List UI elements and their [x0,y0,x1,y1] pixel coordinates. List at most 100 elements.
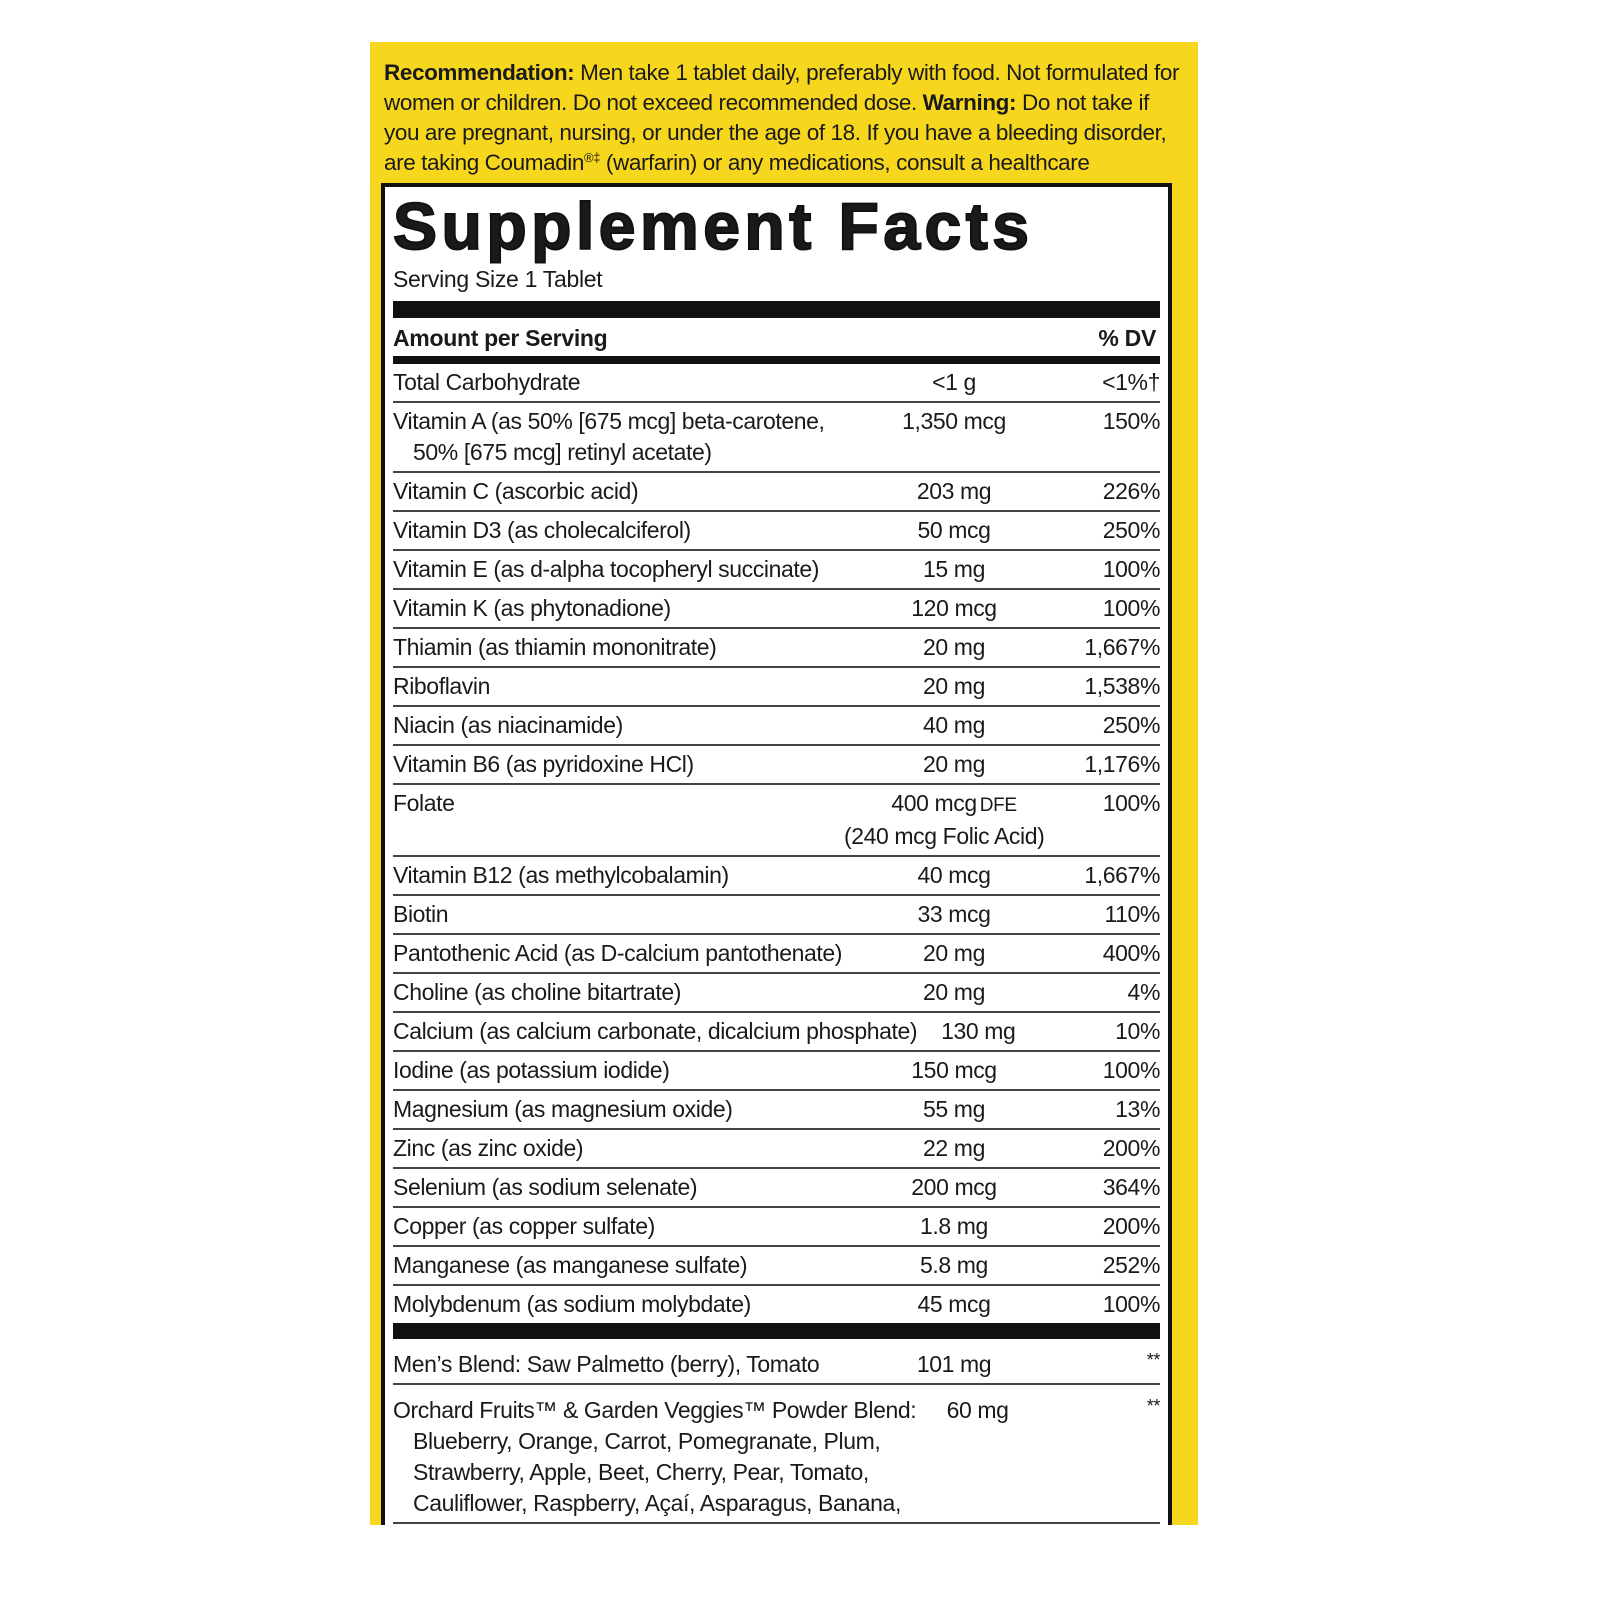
nutrient-name: Calcium (as calcium carbonate, dicalcium… [393,1018,918,1044]
nutrient-name: Vitamin A (as 50% [675 mcg] beta-caroten… [393,408,825,434]
daily-value: 250% [1102,712,1161,738]
nutrient-row: Thiamin (as thiamin mononitrate) 20 mg 1,6… [393,629,1160,668]
dv-cell: 100% [1040,1289,1161,1320]
nutrient-row: Vitamin E (as d-alpha tocopheryl succina… [393,551,1160,590]
nutrient-name-cell: Choline (as choline bitartrate) [393,977,884,1008]
nutrient-name-cell: Copper (as copper sulfate) [393,1211,884,1242]
daily-value: 1,667% [1084,634,1160,660]
amount-line: 40 mcg [884,860,1024,891]
daily-value: 13% [1115,1096,1160,1122]
daily-value: 110% [1104,901,1160,927]
nutrient-name: Vitamin K (as phytonadione) [393,595,671,621]
amount: 40 mcg [917,862,991,888]
nutrient-name-cell: Molybdenum (as sodium molybdate) [393,1289,884,1320]
nutrient-name: Copper (as copper sulfate) [393,1213,655,1239]
amount-cell: 5.8 mg [884,1250,1024,1281]
recommendation-text: Men take 1 tablet daily, preferably with… [384,60,1180,115]
amount-line: 15 mg [884,554,1024,585]
daily-value: 150% [1102,408,1161,434]
amount: 55 mg [923,1096,985,1122]
amount-line: 1.8 mg [884,1211,1024,1242]
nutrient-row: Vitamin K (as phytonadione) 120 mcg 100% [393,590,1160,629]
dv-cell: 226% [1040,476,1161,507]
dv-cell: 400% [1040,938,1161,969]
dv-cell: 1,667% [1040,632,1160,663]
nutrient-row: Riboflavin 20 mg 1,538% [393,668,1160,707]
nutrient-name-cell: Iodine (as potassium iodide) [393,1055,884,1086]
nutrient-name-cell: Men’s Blend: Saw Palmetto (berry), Tomat… [393,1349,884,1380]
amount: 5.8 mg [920,1252,988,1278]
amount-cell: 40 mcg [884,860,1024,891]
nutrient-name-cell: Folate [393,788,884,852]
nutrient-name-cell: Vitamin B6 (as pyridoxine HCl) [393,749,884,780]
daily-value: 400% [1102,940,1161,966]
blend-ingredients: Blueberry, Orange, Carrot, Pomegranate, … [413,1428,881,1454]
daily-value: <1%† [1102,369,1160,395]
amount-detail: (240 mcg Folic Acid) [844,823,1045,849]
nutrient-name: Thiamin (as thiamin mononitrate) [393,634,717,660]
amount-cell: 20 mg [884,632,1024,663]
amount: 130 mg [941,1018,1016,1044]
nutrient-name-cell: Pantothenic Acid (as D-calcium pantothen… [393,938,884,969]
dv-cell: ** [1055,1395,1161,1519]
amount-cell: 15 mg [884,554,1024,585]
nutrient-name: Manganese (as manganese sulfate) [393,1252,748,1278]
amount-cell: 20 mg [884,671,1024,702]
amount-cell: 400 mcg DFE (240 mcg Folic Acid) [844,788,1045,852]
amount-cell: 20 mg [884,749,1024,780]
amount: 15 mg [923,556,985,582]
thick-rule [393,301,1160,318]
warning-text-1: Do not take if you are pregnant, nursing… [384,90,1167,175]
nutrient-name: Total Carbohydrate [393,369,581,395]
amount-line: 101 mg [884,1349,1024,1380]
daily-value: 1,538% [1084,673,1160,699]
amount: 20 mg [923,673,985,699]
nutrient-name: Zinc (as zinc oxide) [393,1135,584,1161]
blend-rows: Men’s Blend: Saw Palmetto (berry), Tomat… [393,1339,1160,1524]
nutrient-row: Selenium (as sodium selenate) 200 mcg 364% [393,1169,1160,1208]
nutrient-name: Orchard Fruits™ & Garden Veggies™ Powder… [393,1397,917,1423]
header-rule [393,356,1160,364]
nutrient-row: Magnesium (as magnesium oxide) 55 mg 13% [393,1091,1160,1130]
amount-cell: 200 mcg [884,1172,1024,1203]
amount: 50 mcg [917,517,991,543]
nutrient-name-cell: Biotin [393,899,884,930]
amount: 22 mg [923,1135,985,1161]
nutrient-detail: 50% [675 mcg] retinyl acetate) [413,439,712,465]
daily-value: 100% [1102,556,1161,582]
amount-cell: 20 mg [884,938,1024,969]
amount-line: 5.8 mg [884,1250,1024,1281]
dv-cell: 252% [1040,1250,1161,1281]
amount: 1.8 mg [920,1213,988,1239]
amount-cell: 22 mg [884,1133,1024,1164]
dv-cell: 100% [1040,1055,1161,1086]
blend-row: Orchard Fruits™ & Garden Veggies™ Powder… [393,1385,1160,1524]
nutrient-row: Molybdenum (as sodium molybdate) 45 mcg 10… [393,1286,1160,1323]
amount: 60 mg [946,1397,1009,1423]
amount: 1,350 mcg [902,408,1006,434]
amount-line: 55 mg [884,1094,1024,1125]
daily-value: 226% [1102,478,1161,504]
blend-ingredients: Strawberry, Apple, Beet, Cherry, Pear, T… [413,1459,869,1485]
dv-cell: 1,538% [1040,671,1160,702]
daily-value: 200% [1102,1135,1161,1161]
nutrient-name: Molybdenum (as sodium molybdate) [393,1291,751,1317]
amount-line: 20 mg [884,977,1024,1008]
daily-value: 100% [1102,790,1161,816]
amount-line: 1,350 mcg [884,406,1024,437]
amount: 20 mg [923,940,985,966]
facts-title: Supplement Facts [392,189,1034,263]
amount-line: <1 g [884,367,1024,398]
dv-cell: 110% [1040,899,1160,930]
serving-size: Serving Size 1 Tablet [393,266,603,292]
amount-cell: 40 mg [884,710,1024,741]
amount-cell: 130 mg [917,1016,1039,1047]
amount-line: 60 mg [916,1395,1039,1426]
amount: <1 g [932,369,976,395]
nutrient-row: Vitamin B12 (as methylcobalamin) 40 mcg 1,… [393,857,1160,896]
nutrient-row: Niacin (as niacinamide) 40 mg 250% [393,707,1160,746]
amount-line: 40 mg [884,710,1024,741]
dv-cell: 13% [1040,1094,1160,1125]
daily-value: 10% [1115,1018,1160,1044]
nutrient-name: Iodine (as potassium iodide) [393,1057,670,1083]
